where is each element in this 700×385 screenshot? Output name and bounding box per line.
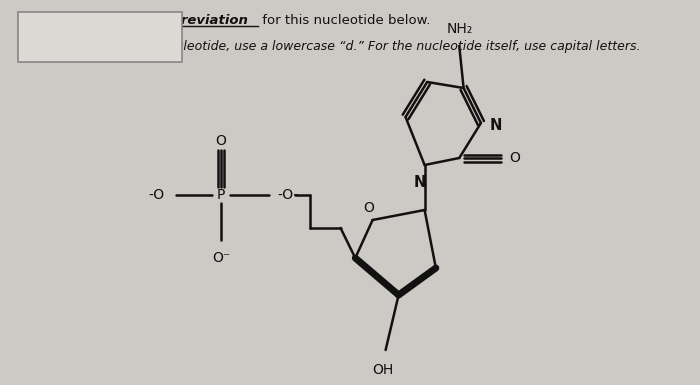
Text: OH: OH (372, 363, 393, 377)
Text: -O: -O (148, 188, 164, 202)
Text: O: O (510, 151, 520, 165)
Text: P: P (217, 188, 225, 202)
Text: correct abbreviation: correct abbreviation (95, 14, 248, 27)
Bar (18, 12, 182, 62)
Text: N: N (489, 117, 502, 132)
Text: N: N (414, 175, 426, 190)
Text: O⁻: O⁻ (212, 251, 230, 265)
Text: Hint: If a deoxyribonucleotide, use a lowercase “d.” For the nucleotide itself, : Hint: If a deoxyribonucleotide, use a lo… (41, 40, 640, 53)
Text: the: the (72, 14, 102, 27)
Text: -O-: -O- (277, 188, 299, 202)
Text: O: O (363, 201, 374, 215)
Text: NH₂: NH₂ (446, 22, 473, 36)
Text: for this nucleotide below.: for this nucleotide below. (258, 14, 430, 27)
Text: Enter: Enter (41, 14, 81, 27)
Text: O: O (216, 134, 226, 148)
